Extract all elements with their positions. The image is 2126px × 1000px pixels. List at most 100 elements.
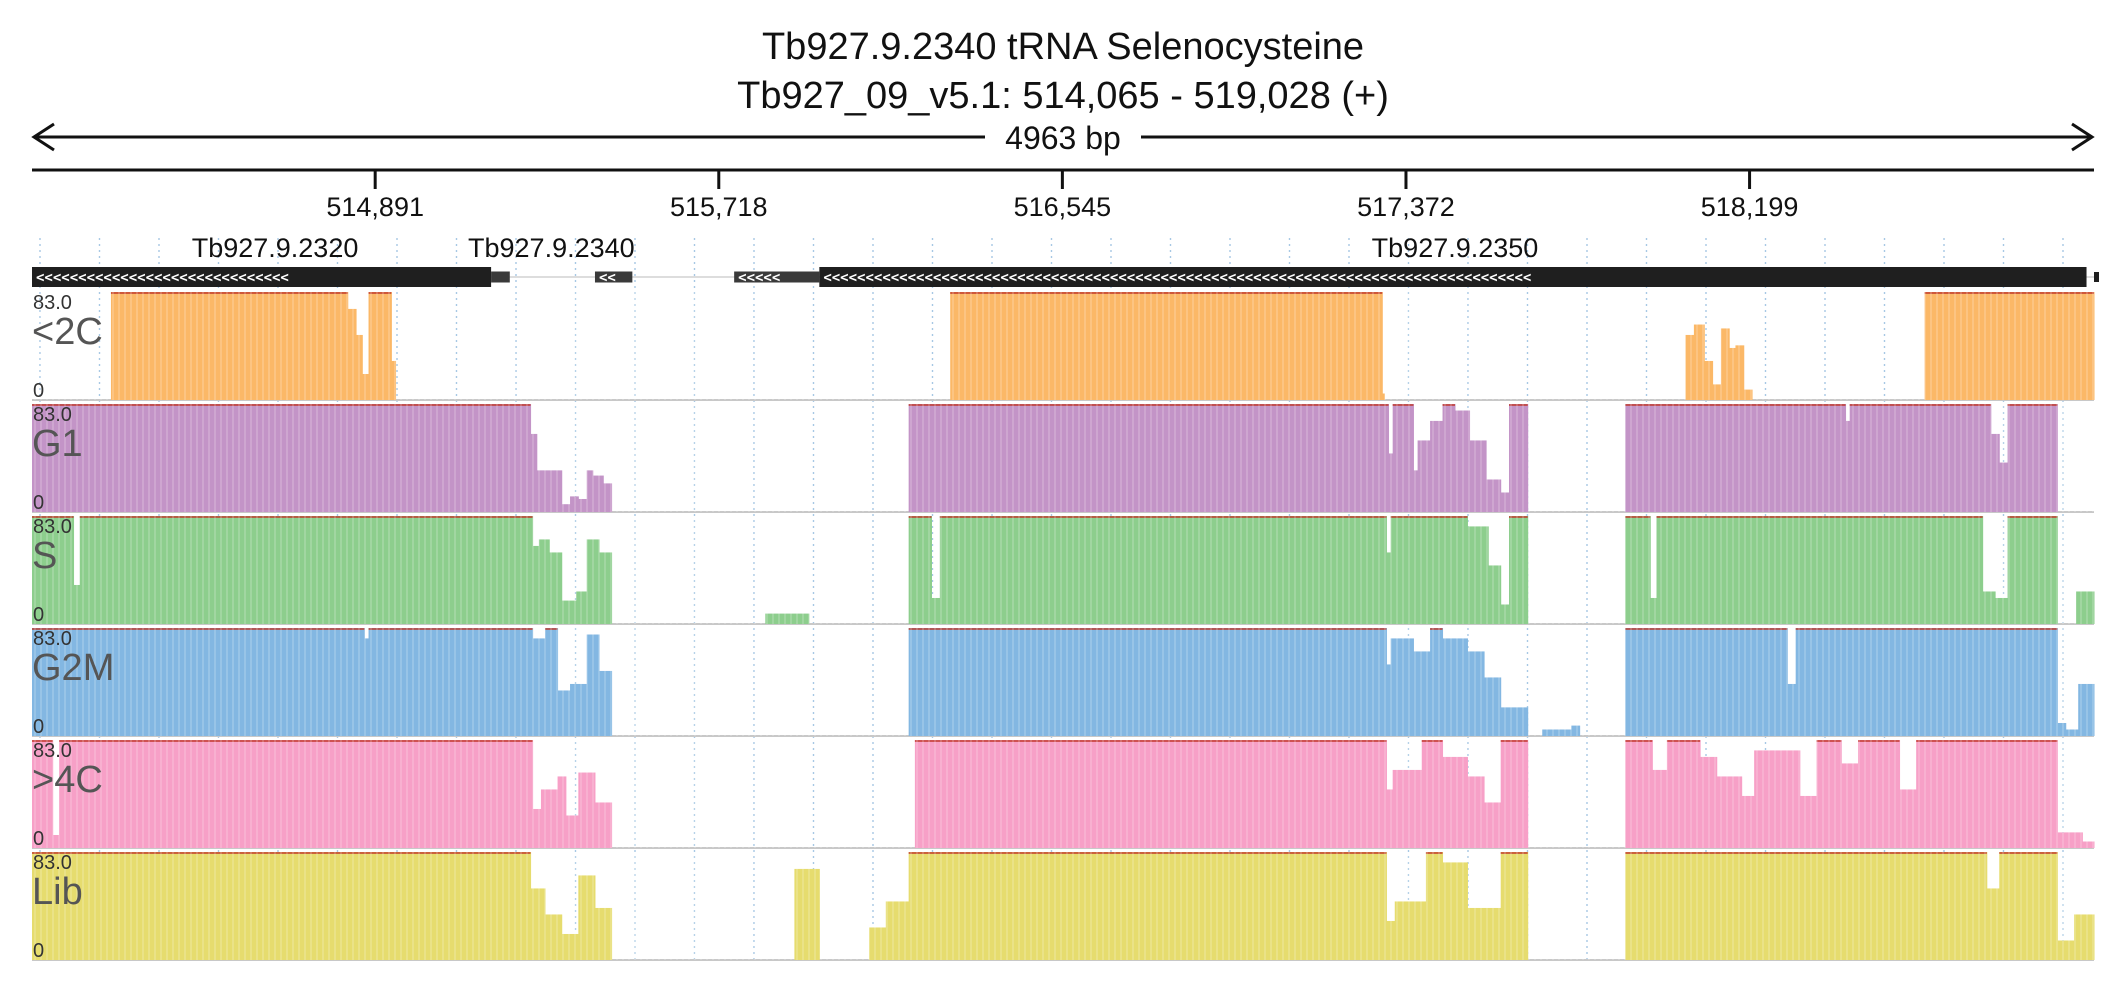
axis-tick-label-3: 517,372 (1357, 192, 1455, 222)
track-4-bar-22 (1741, 795, 1755, 848)
track-3-bar-8 (599, 670, 613, 736)
track-0-bar-0 (110, 292, 349, 400)
track-0-name: <2C (32, 311, 103, 353)
span-ruler (31, 122, 2095, 152)
track-1-bar-21 (1625, 404, 1847, 512)
track-3-ymax: 83.0 (33, 628, 72, 650)
chart-title-line1: Tb927.9.2340 tRNA Selenocysteine (762, 26, 1364, 68)
track-1-bar-22 (1845, 420, 1851, 512)
track-3-bar-9 (908, 628, 1387, 736)
track-0-bar-9 (1693, 324, 1705, 400)
track-1-bar-19 (1500, 492, 1510, 512)
track-2-bar-24 (1982, 591, 1996, 624)
track-1-bar-23 (1849, 404, 1992, 512)
track-2-bar-2 (79, 516, 534, 624)
track-5-bar-17 (1986, 888, 2000, 960)
track-4-bar-8 (594, 802, 613, 848)
track-0-bar-15 (1743, 389, 1753, 400)
track-4-bar-14 (1467, 776, 1485, 848)
track-1-bar-20 (1509, 404, 1529, 512)
track-3-bar-17 (1500, 707, 1529, 736)
track-1-bar-9 (908, 404, 1390, 512)
track-5-bar-15 (1500, 852, 1529, 960)
track-1-bar-1 (530, 433, 538, 512)
track-2-bar-17 (1467, 526, 1489, 624)
track-2-bar-25 (1995, 597, 2009, 624)
track-2-bar-18 (1488, 565, 1502, 624)
track-2-bar-14 (1386, 552, 1392, 624)
track-4-bar-26 (1841, 763, 1859, 848)
coordinate-axis: 514,891 515,718 516,545 517,372 518,199 (32, 168, 2094, 222)
track-5-bar-1 (530, 888, 546, 960)
track-5-bar-12 (1425, 852, 1444, 960)
axis-tick-label-1: 515,718 (670, 192, 768, 222)
track-5-bar-11 (1394, 901, 1427, 960)
chart-title-line2: Tb927_09_v5.1: 514,065 - 519,028 (+) (737, 75, 1389, 117)
track-5-bar-2 (545, 914, 563, 960)
track-0-ymax: 83.0 (33, 292, 72, 314)
track-0-bar-6 (950, 292, 1383, 400)
track-1-name: G1 (32, 423, 83, 465)
track-5-bar-6 (794, 868, 820, 960)
track-3-bar-19 (1571, 725, 1581, 736)
track-1-bar-24 (1990, 433, 2000, 512)
gene-3-strand-arrows: <<<<< (738, 270, 780, 286)
track-1-bar-12 (1413, 470, 1419, 512)
track-4-bar-30 (2057, 832, 2083, 848)
gene-4 (819, 267, 2087, 287)
track-1-bar-26 (2007, 404, 2058, 512)
track-4-bar-19 (1666, 740, 1701, 848)
track-3: 83.0 0 G2M (32, 628, 2095, 738)
track-2-bar-13 (939, 516, 1387, 624)
track-3-bar-16 (1484, 677, 1502, 736)
track-2-bar-7 (576, 591, 588, 624)
track-3-bar-20 (1625, 628, 1788, 736)
track-3-bar-18 (1542, 729, 1572, 736)
track-3-bar-6 (570, 683, 588, 736)
track-3-bar-10 (1386, 664, 1392, 736)
track-1-ymin: 0 (33, 492, 44, 514)
track-1-bar-17 (1469, 440, 1487, 512)
track-2-bar-9 (599, 552, 613, 624)
track-3-bar-5 (557, 690, 571, 736)
gene-3 (734, 271, 820, 283)
track-4-bar-7 (578, 772, 596, 848)
track-2-bar-0 (32, 516, 75, 624)
track-2-bar-12 (931, 597, 941, 624)
track-5-bar-13 (1442, 862, 1468, 960)
track-2-bar-22 (1650, 597, 1658, 624)
track-1-bar-11 (1392, 404, 1414, 512)
track-4: 83.0 0 >4C (32, 740, 2095, 850)
track-5-bar-7 (869, 927, 887, 960)
track-1-bar-14 (1430, 420, 1444, 512)
track-4-bar-17 (1625, 740, 1653, 848)
track-5-bar-9 (908, 852, 1387, 960)
track-3-bar-21 (1787, 683, 1797, 736)
track-5-bar-3 (561, 933, 579, 960)
gene-4-strand-arrows: <<<<<<<<<<<<<<<<<<<<<<<<<<<<<<<<<<<<<<<<… (823, 270, 1531, 286)
track-0-bar-5 (391, 360, 397, 400)
track-0: 83.0 0 <2C (32, 292, 2095, 402)
track-1-bar-6 (586, 470, 594, 512)
track-3-bar-15 (1467, 651, 1485, 736)
track-5-ymax: 83.0 (33, 852, 72, 874)
span-arrow-left (31, 122, 55, 152)
track-0-bar-7 (1382, 393, 1385, 400)
track-4-ymin: 0 (33, 828, 44, 850)
axis-tick-label-0: 514,891 (326, 192, 424, 222)
track-1-bar-3 (561, 504, 571, 512)
track-1-bar-15 (1442, 404, 1456, 512)
track-4-bar-28 (1899, 789, 1917, 848)
track-3-bar-11 (1390, 638, 1414, 736)
track-0-bar-3 (362, 373, 370, 400)
track-2-bar-8 (586, 539, 600, 624)
track-1-bar-8 (603, 483, 613, 512)
track-4-texture (34, 740, 2094, 848)
track-2-bar-21 (1625, 516, 1651, 624)
track-0-bar-1 (347, 308, 357, 400)
track-4-bar-20 (1700, 756, 1718, 848)
track-2-bar-10 (765, 613, 810, 624)
gene-0-label: Tb927.9.2320 (192, 233, 359, 263)
gene-4-label: Tb927.9.2350 (1372, 233, 1539, 263)
